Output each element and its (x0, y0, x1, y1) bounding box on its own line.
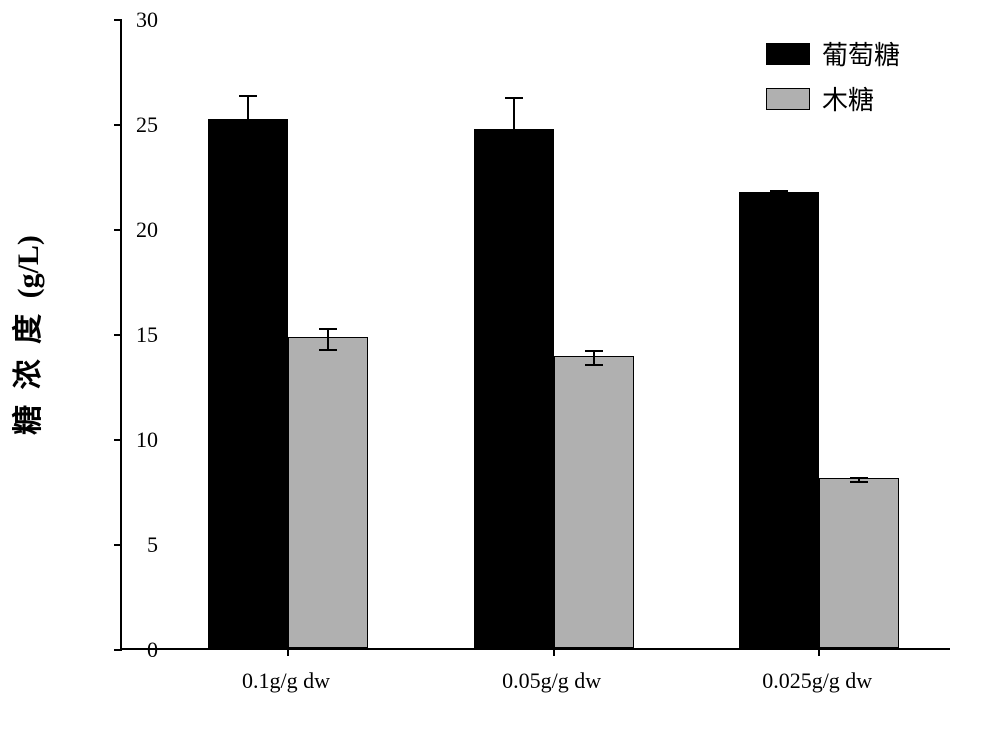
chart-container: 葡萄糖 木糖 (120, 20, 950, 650)
error-bar (247, 96, 249, 146)
error-bar (593, 351, 595, 366)
y-axis-title-unit: (g/L) (12, 235, 45, 298)
error-bar (327, 329, 329, 350)
error-bar (513, 98, 515, 165)
y-tick (114, 439, 122, 441)
y-tick-label: 30 (136, 7, 158, 33)
legend-label-glucose: 葡萄糖 (822, 35, 900, 72)
legend-item-xylose: 木糖 (766, 80, 900, 117)
error-cap (850, 477, 868, 479)
x-tick-label: 0.025g/g dw (762, 668, 872, 694)
error-cap (505, 164, 523, 166)
error-cap (585, 350, 603, 352)
error-cap (319, 328, 337, 330)
y-tick (114, 229, 122, 231)
y-tick-label: 20 (136, 217, 158, 243)
y-tick (114, 334, 122, 336)
error-cap (585, 364, 603, 366)
legend-swatch-xylose (766, 88, 810, 110)
error-cap (239, 145, 257, 147)
bar-glucose (739, 192, 819, 648)
bar-glucose (208, 119, 288, 648)
bar-xylose (819, 478, 899, 648)
error-cap (770, 196, 788, 198)
y-tick (114, 19, 122, 21)
x-tick (818, 648, 820, 656)
y-axis-title: 糖 浓 度 (g/L) (3, 235, 47, 435)
y-axis-title-cn: 糖 浓 度 (12, 310, 45, 435)
x-tick-label: 0.1g/g dw (242, 668, 330, 694)
legend-item-glucose: 葡萄糖 (766, 35, 900, 72)
error-cap (770, 190, 788, 192)
y-tick (114, 649, 122, 651)
x-tick-label: 0.05g/g dw (502, 668, 601, 694)
legend-label-xylose: 木糖 (822, 80, 874, 117)
x-tick (553, 648, 555, 656)
y-tick-label: 0 (147, 637, 158, 663)
y-tick (114, 544, 122, 546)
y-tick-label: 25 (136, 112, 158, 138)
bar-glucose (474, 129, 554, 648)
y-tick (114, 124, 122, 126)
error-cap (850, 481, 868, 483)
legend-swatch-glucose (766, 43, 810, 65)
legend: 葡萄糖 木糖 (766, 35, 900, 125)
bar-xylose (288, 337, 368, 648)
bar-xylose (554, 356, 634, 648)
x-tick (287, 648, 289, 656)
error-cap (239, 95, 257, 97)
y-tick-label: 15 (136, 322, 158, 348)
y-tick-label: 10 (136, 427, 158, 453)
y-tick-label: 5 (147, 532, 158, 558)
error-cap (505, 97, 523, 99)
error-cap (319, 349, 337, 351)
